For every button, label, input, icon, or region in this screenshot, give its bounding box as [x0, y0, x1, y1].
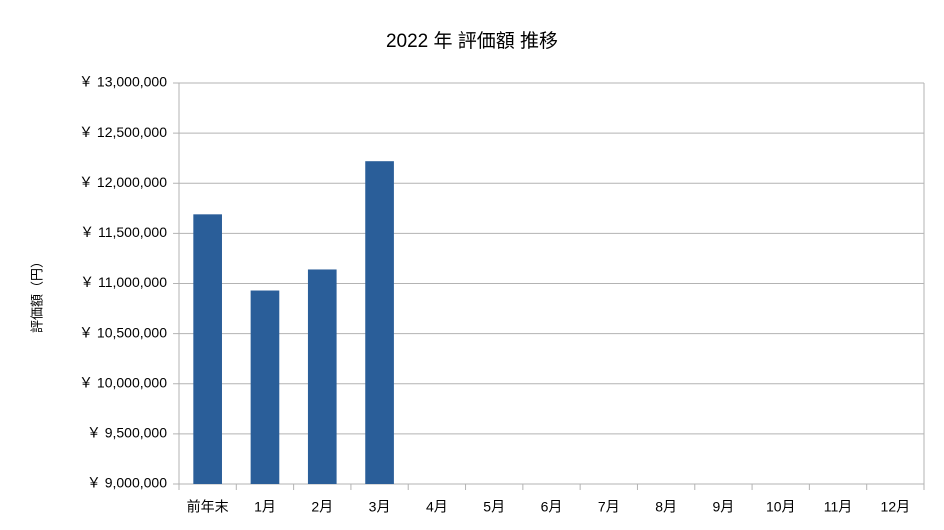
y-tick-label: ￥ 9,000,000	[87, 475, 167, 491]
x-tick-label: 前年末	[187, 499, 229, 515]
y-axis-label: 評価額（円）	[29, 255, 44, 333]
x-tick-label: 3月	[369, 499, 391, 515]
x-tick-label: 4月	[426, 499, 448, 515]
bar	[307, 269, 337, 484]
chart-title: 2022 年 評価額 推移	[386, 30, 558, 52]
y-tick-label: ￥ 10,500,000	[79, 324, 167, 340]
x-tick-label: 7月	[598, 499, 620, 515]
x-tick-label: 12月	[881, 499, 911, 515]
y-tick-label: ￥ 10,000,000	[79, 374, 167, 390]
y-tick-label: ￥ 11,500,000	[80, 224, 167, 240]
bar	[193, 214, 222, 484]
bar	[365, 161, 394, 484]
x-tick-label: 10月	[766, 499, 796, 515]
bar	[250, 290, 280, 484]
x-tick-label: 11月	[824, 499, 853, 515]
x-tick-label: 1月	[254, 499, 276, 515]
y-tick-label: ￥ 12,500,000	[79, 124, 167, 140]
x-tick-label: 2月	[311, 499, 333, 515]
x-tick-label: 5月	[483, 499, 505, 515]
x-tick-label: 6月	[541, 499, 563, 515]
y-tick-label: ￥ 12,000,000	[79, 174, 167, 190]
y-tick-label: ￥ 9,500,000	[87, 425, 167, 441]
x-tick-label: 9月	[713, 499, 735, 515]
x-tick-label: 8月	[655, 499, 677, 515]
y-tick-label: ￥ 11,000,000	[80, 274, 167, 290]
y-tick-label: ￥ 13,000,000	[79, 74, 167, 90]
